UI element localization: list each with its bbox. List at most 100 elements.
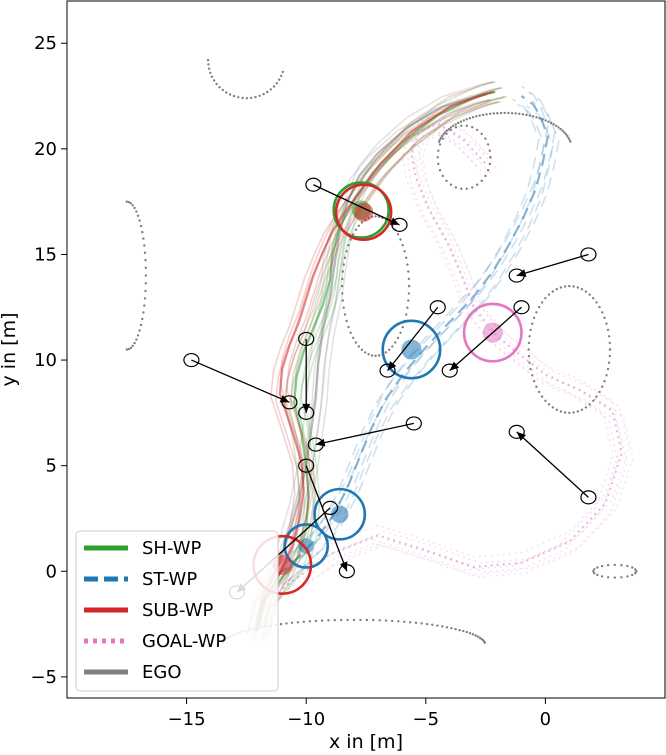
map-point <box>527 341 531 345</box>
legend-label-goal-wp: GOAL-WP <box>142 631 226 652</box>
map-point <box>557 126 560 129</box>
map-point <box>503 111 506 115</box>
map-point <box>603 316 606 319</box>
map-point <box>442 133 445 136</box>
map-point <box>631 573 634 577</box>
map-point <box>367 353 370 356</box>
x-axis-label: x in [m] <box>329 731 403 753</box>
agent-track <box>305 465 348 572</box>
map-point <box>475 115 478 118</box>
y-tick-label: 15 <box>34 244 57 265</box>
map-point <box>349 331 352 334</box>
map-point <box>626 564 629 568</box>
map-point <box>568 411 571 415</box>
series-line-st-wp <box>276 95 549 577</box>
map-point <box>396 336 400 340</box>
map-point <box>458 628 461 632</box>
agent-arrowhead <box>339 561 348 572</box>
legend-label-ego: EGO <box>142 662 182 683</box>
map-point <box>454 627 457 631</box>
map-point <box>559 410 563 413</box>
map-point <box>550 121 553 125</box>
map-point <box>447 127 451 131</box>
map-point <box>449 183 453 186</box>
map-point <box>357 345 360 348</box>
agent-marker <box>429 300 446 315</box>
map-point <box>378 619 381 622</box>
map-point <box>352 233 355 236</box>
agent-track <box>313 184 400 226</box>
map-point <box>431 623 434 626</box>
map-point <box>537 390 541 394</box>
map-point <box>608 348 612 351</box>
map-point <box>449 126 453 129</box>
x-tick-label: −5 <box>413 709 440 730</box>
target-circle <box>462 302 523 363</box>
map-point <box>605 374 608 377</box>
map-point <box>125 348 128 351</box>
x-tick-label: −10 <box>287 709 325 730</box>
map-point <box>139 224 143 228</box>
map-point <box>241 96 244 100</box>
target-circle <box>332 181 391 239</box>
map-point <box>342 263 345 266</box>
map-point <box>563 131 566 134</box>
map-point <box>401 325 404 329</box>
map-point <box>341 292 344 295</box>
map-point <box>341 299 344 302</box>
map-point <box>454 186 458 189</box>
map-point <box>572 285 575 288</box>
map-point <box>454 123 457 126</box>
map-point <box>566 134 569 138</box>
map-point <box>144 289 147 293</box>
map-point <box>436 156 439 159</box>
map-point <box>144 259 147 262</box>
y-tick-label: −5 <box>30 667 57 688</box>
map-point <box>476 183 479 186</box>
map-point <box>480 179 483 182</box>
map-point <box>606 367 610 371</box>
map-point <box>606 564 610 567</box>
map-point <box>603 380 606 383</box>
map-point <box>462 629 465 633</box>
map-point <box>478 636 482 639</box>
map-point <box>131 344 134 348</box>
map-point <box>488 162 491 166</box>
agent-track <box>191 359 290 403</box>
series-variant-sub-wp <box>257 81 494 621</box>
map-point <box>518 112 521 116</box>
map-point <box>374 354 377 357</box>
map-point <box>138 219 141 222</box>
x-tick-label: −15 <box>168 709 206 730</box>
agent-marker <box>441 363 458 378</box>
map-point <box>125 200 128 203</box>
map-point <box>206 58 210 62</box>
map-point <box>320 619 324 622</box>
map-point <box>127 347 130 351</box>
legend-label-sub-wp: SUB-WP <box>142 600 214 621</box>
map-point <box>563 285 567 288</box>
agent-marker <box>307 437 324 452</box>
map-point <box>528 114 531 117</box>
map-point <box>403 620 406 623</box>
map-point <box>529 367 532 371</box>
series-variant-sh-wp <box>262 87 503 629</box>
map-point <box>296 621 300 624</box>
map-point <box>445 132 448 135</box>
series-variant-sub-wp <box>264 87 501 627</box>
map-point <box>593 568 596 571</box>
agent-track <box>516 253 589 277</box>
map-point <box>555 124 558 128</box>
map-point <box>314 619 318 623</box>
agent-marker <box>508 268 525 283</box>
map-point <box>595 301 598 304</box>
map-point <box>407 292 411 295</box>
map-point <box>207 63 210 66</box>
map-point <box>528 335 531 338</box>
target-circle <box>313 487 367 541</box>
map-point <box>285 622 288 625</box>
map-point <box>635 570 638 573</box>
map-point <box>407 299 410 302</box>
agent-track <box>315 422 414 446</box>
map-point <box>580 408 584 411</box>
